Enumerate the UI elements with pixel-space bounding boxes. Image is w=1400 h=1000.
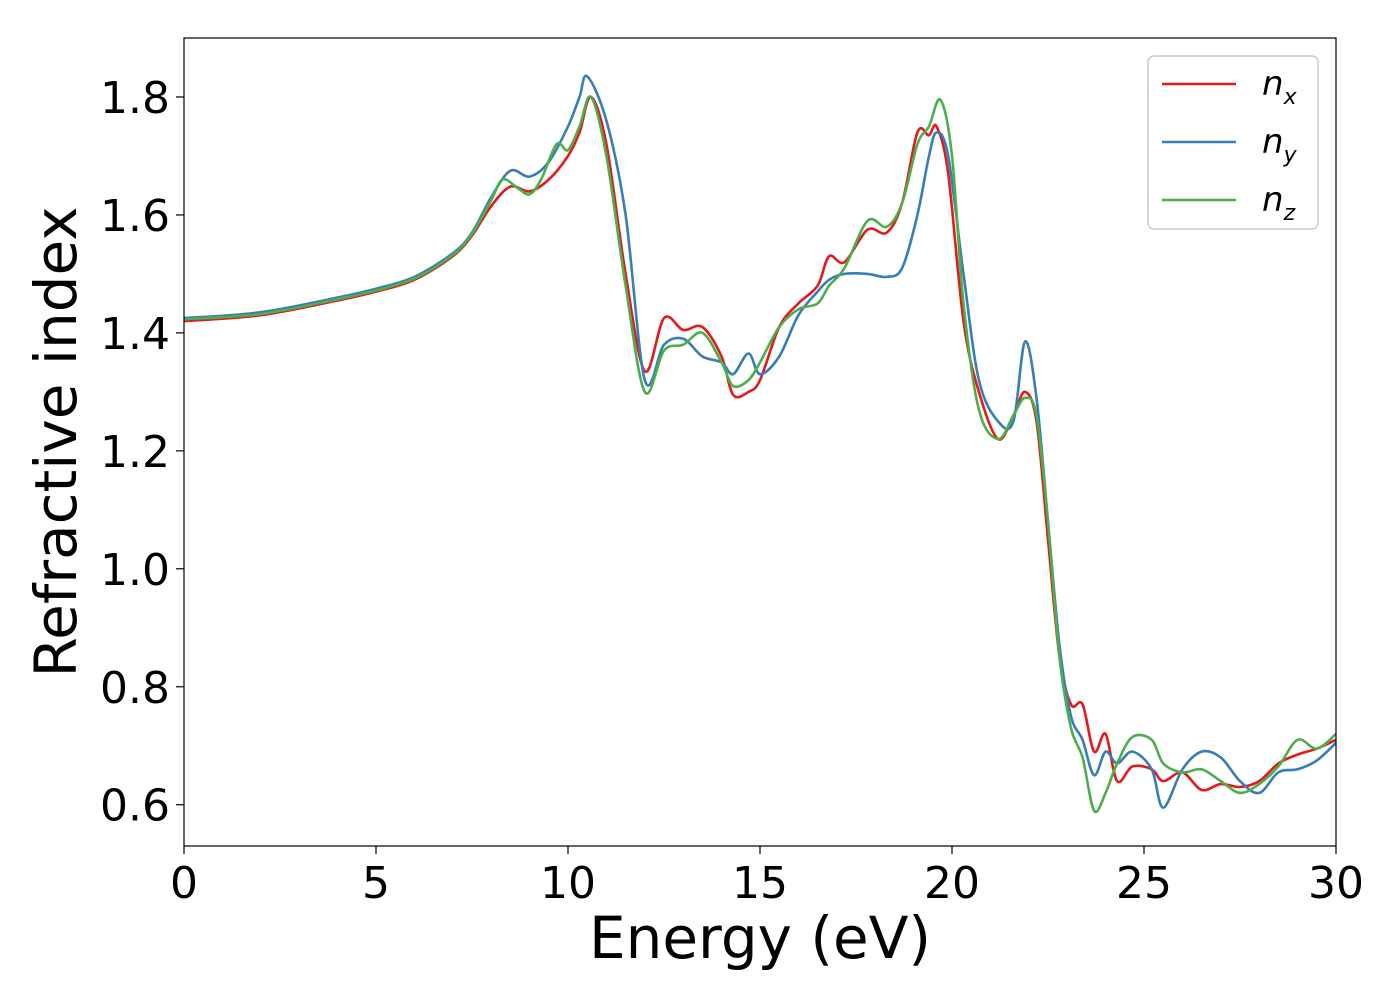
y-axis-ticks: 0.6 0.8 1.0 1.2 1.4 1.6 1.8 bbox=[100, 73, 184, 832]
y-tick-label: 1.2 bbox=[100, 427, 170, 478]
x-tick-label: 25 bbox=[1116, 858, 1172, 909]
y-tick-label: 1.4 bbox=[100, 309, 170, 360]
y-tick-label: 0.6 bbox=[100, 781, 170, 832]
legend-label-nz: nz bbox=[1262, 180, 1296, 226]
x-tick-label: 20 bbox=[924, 858, 980, 909]
y-tick-label: 1.8 bbox=[100, 73, 170, 124]
x-axis-ticks: 0 5 10 15 20 25 30 bbox=[170, 846, 1364, 909]
series-line-nz bbox=[183, 95, 1337, 814]
y-tick-label: 0.8 bbox=[100, 663, 170, 714]
x-tick-label: 0 bbox=[170, 858, 198, 909]
x-axis-label: Energy (eV) bbox=[589, 904, 931, 972]
x-tick-label: 10 bbox=[540, 858, 596, 909]
series-line-nx bbox=[183, 95, 1337, 792]
y-tick-label: 1.0 bbox=[100, 545, 170, 596]
series-layer bbox=[183, 74, 1337, 814]
x-tick-label: 15 bbox=[732, 858, 788, 909]
x-tick-label: 5 bbox=[362, 858, 390, 909]
y-tick-label: 1.6 bbox=[100, 191, 170, 242]
x-tick-label: 30 bbox=[1308, 858, 1364, 909]
series-line-ny bbox=[183, 74, 1337, 809]
y-axis-label: Refractive index bbox=[22, 206, 90, 677]
